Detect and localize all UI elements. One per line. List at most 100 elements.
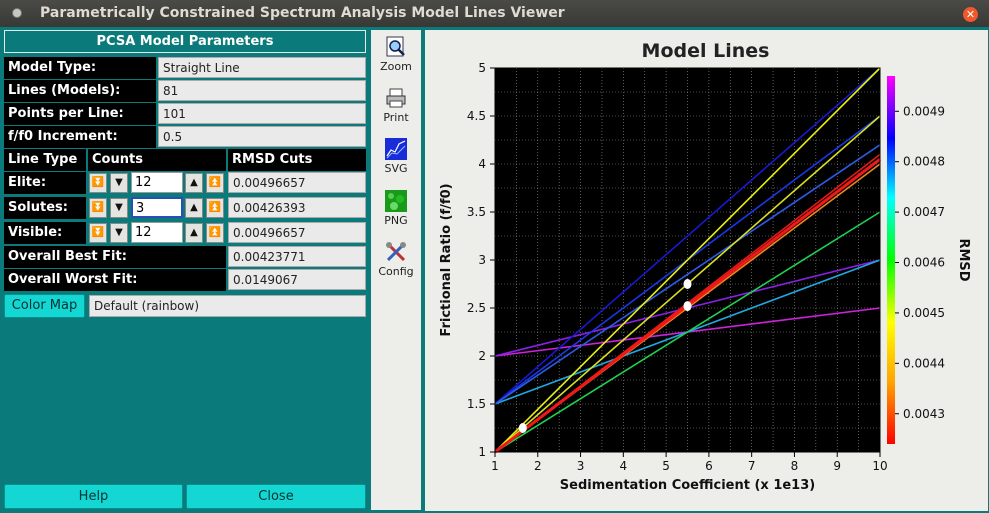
y-tick-label: 1 (478, 445, 486, 459)
chart-title: Model Lines (642, 40, 770, 62)
color-map-value: Default (rainbow) (89, 295, 366, 317)
zoom-tool[interactable]: Zoom (371, 36, 421, 73)
elite-decrease-fast-button[interactable]: ⏬ (89, 173, 107, 193)
print-label: Print (383, 111, 409, 124)
counts-header: Counts (88, 149, 226, 171)
y-tick-label: 2.5 (467, 301, 486, 315)
solutes-label: Solutes: (4, 197, 86, 219)
y-axis-label: Frictional Ratio (f/f0) (439, 183, 454, 336)
svg-icon (385, 138, 407, 160)
colorbar-tick-label: 0.0049 (903, 104, 945, 118)
config-label: Config (378, 265, 414, 278)
elite-count-input[interactable]: 12 (131, 172, 183, 193)
model-line (494, 144, 881, 405)
help-button[interactable]: Help (4, 484, 183, 509)
printer-icon (385, 87, 407, 109)
lines-models-value: 81 (158, 80, 366, 101)
colorbar-tick-label: 0.0045 (903, 306, 945, 320)
close-button[interactable]: Close (186, 484, 366, 509)
params-header: PCSA Model Parameters (4, 30, 366, 53)
window-titlebar: Parametrically Constrained Spectrum Anal… (0, 0, 989, 27)
window-close-button[interactable]: ✕ (963, 7, 978, 22)
visible-decrease-fast-button[interactable]: ⏬ (89, 223, 107, 243)
x-tick-label: 2 (534, 459, 542, 473)
points-per-line-value: 101 (158, 103, 366, 124)
zoom-icon (385, 36, 407, 58)
window-menu-icon[interactable] (12, 8, 22, 18)
parameters-panel: PCSA Model Parameters Model Type: Straig… (0, 27, 369, 513)
visible-decrease-button[interactable]: ▼ (110, 223, 128, 243)
line-type-header: Line Type (4, 149, 86, 171)
ff0-increment-label: f/f0 Increment: (4, 126, 156, 148)
colorbar-tick-label: 0.0047 (903, 205, 945, 219)
best-fit-label: Overall Best Fit: (4, 246, 226, 268)
solutes-increase-fast-button[interactable]: ⏫ (206, 198, 224, 218)
elite-increase-fast-button[interactable]: ⏫ (206, 173, 224, 193)
colorbar-tick-label: 0.0048 (903, 155, 945, 169)
visible-count-input[interactable]: 12 (131, 222, 183, 243)
x-tick-label: 9 (833, 459, 841, 473)
y-tick-label: 1.5 (467, 397, 486, 411)
model-type-value: Straight Line (158, 57, 366, 78)
png-label: PNG (384, 214, 408, 227)
color-map-button[interactable]: Color Map (4, 294, 85, 318)
rmsd-cuts-header: RMSD Cuts (228, 149, 366, 171)
elite-label: Elite: (4, 172, 86, 194)
x-tick-label: 10 (872, 459, 887, 473)
solutes-decrease-button[interactable]: ▼ (110, 198, 128, 218)
elite-rmsd-value: 0.00496657 (228, 172, 366, 193)
x-tick-label: 3 (577, 459, 585, 473)
ff0-increment-value: 0.5 (158, 126, 366, 147)
model-line (494, 67, 881, 453)
best-fit-value: 0.00423771 (228, 246, 366, 267)
png-tool[interactable]: PNG (371, 190, 421, 227)
solute-marker (518, 423, 527, 433)
solutes-count-input[interactable]: 3 (131, 197, 183, 218)
print-tool[interactable]: Print (371, 87, 421, 124)
solute-marker (683, 301, 692, 312)
zoom-label: Zoom (380, 60, 412, 73)
x-tick-label: 5 (662, 459, 670, 473)
window-title: Parametrically Constrained Spectrum Anal… (40, 5, 565, 21)
x-tick-label: 8 (791, 459, 799, 473)
config-tool[interactable]: Config (371, 241, 421, 278)
visible-increase-fast-button[interactable]: ⏫ (206, 223, 224, 243)
worst-fit-value: 0.0149067 (228, 269, 366, 290)
x-tick-label: 6 (705, 459, 713, 473)
solutes-decrease-fast-button[interactable]: ⏬ (89, 198, 107, 218)
lines-models-label: Lines (Models): (4, 80, 156, 102)
colorbar-tick-label: 0.0046 (903, 256, 945, 270)
y-tick-label: 3 (478, 253, 486, 267)
solute-marker (683, 279, 692, 289)
model-line (494, 211, 881, 453)
chart-svg: Model Lines 1 2 3 4 5 6 7 8 9 10 1 1.5 2 2.5 3 3.5 4 4.5 5 S… (439, 40, 971, 493)
plot-toolbar: Zoom Print SVG PNG Config (371, 30, 421, 510)
x-tick-label: 4 (620, 459, 628, 473)
points-per-line-label: Points per Line: (4, 103, 156, 125)
y-tick-label: 4.5 (467, 109, 486, 123)
colorbar-tick-label: 0.0043 (903, 407, 945, 421)
visible-rmsd-value: 0.00496657 (228, 222, 366, 243)
worst-fit-label: Overall Worst Fit: (4, 269, 226, 291)
model-type-label: Model Type: (4, 57, 156, 79)
y-tick-label: 3.5 (467, 205, 486, 219)
y-tick-label: 4 (478, 157, 486, 171)
y-tick-label: 2 (478, 349, 486, 363)
x-axis-label: Sedimentation Coefficient (x 1e13) (560, 478, 815, 493)
visible-increase-button[interactable]: ▲ (185, 223, 203, 243)
elite-decrease-button[interactable]: ▼ (110, 173, 128, 193)
svg-label: SVG (384, 162, 408, 175)
colorbar (887, 76, 895, 444)
elite-increase-button[interactable]: ▲ (185, 173, 203, 193)
x-tick-label: 1 (491, 459, 499, 473)
colorbar-label: RMSD (956, 238, 971, 281)
png-icon (385, 190, 407, 212)
svg-tool[interactable]: SVG (371, 138, 421, 175)
y-tick-label: 5 (478, 61, 486, 75)
model-lines-plot[interactable]: Model Lines 1 2 3 4 5 6 7 8 9 10 1 1.5 2 2.5 3 3.5 4 4.5 5 S… (425, 30, 988, 511)
solutes-increase-button[interactable]: ▲ (185, 198, 203, 218)
colorbar-tick-label: 0.0044 (903, 356, 945, 370)
config-icon (385, 241, 407, 263)
solutes-rmsd-value: 0.00426393 (228, 197, 366, 218)
model-line (494, 67, 881, 405)
